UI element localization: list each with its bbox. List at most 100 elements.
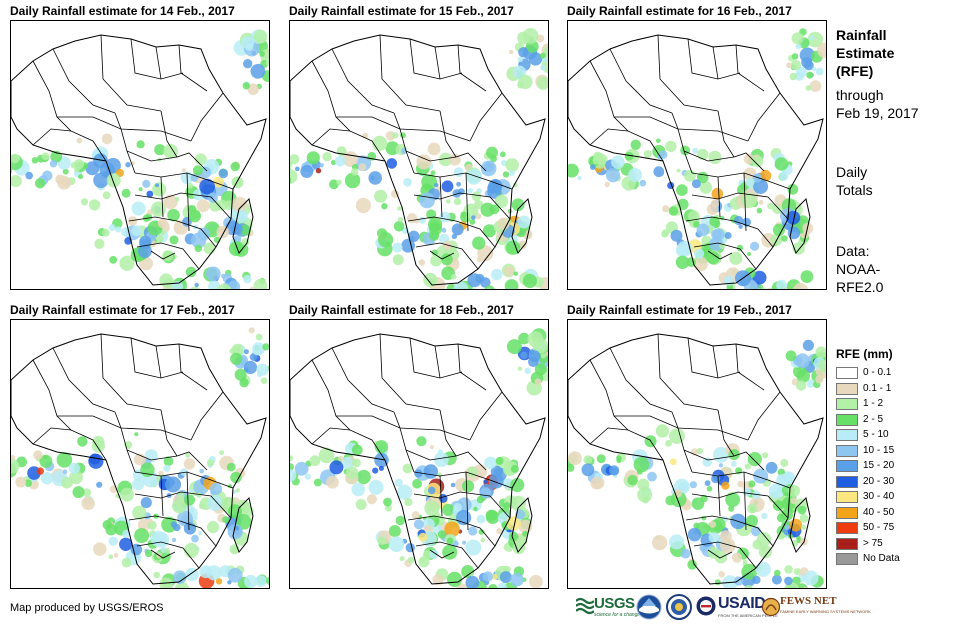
legend-swatch bbox=[836, 522, 858, 534]
rainfall-blob bbox=[539, 52, 546, 59]
rainfall-blob bbox=[472, 236, 486, 250]
rainfall-blob bbox=[745, 177, 755, 187]
rainfall-blob bbox=[239, 224, 251, 236]
country-border bbox=[671, 112, 693, 174]
rainfall-blob bbox=[318, 447, 335, 464]
rainfall-blob bbox=[444, 521, 460, 538]
rainfall-blob bbox=[215, 578, 223, 585]
rainfall-blob bbox=[216, 199, 228, 211]
rainfall-field bbox=[568, 28, 826, 289]
rainfall-blob bbox=[507, 209, 513, 214]
rainfall-blob bbox=[216, 225, 229, 239]
rainfall-blob bbox=[131, 201, 146, 216]
rainfall-blob bbox=[697, 171, 709, 184]
rainfall-blob bbox=[508, 49, 514, 55]
rainfall-blob bbox=[647, 471, 657, 482]
rainfall-blob bbox=[326, 475, 339, 489]
rainfall-blob bbox=[169, 235, 179, 245]
rainfall-blob bbox=[138, 244, 152, 259]
rainfall-blob bbox=[351, 482, 366, 497]
rainfall-blob bbox=[724, 232, 732, 239]
rainfall-blob bbox=[510, 478, 525, 492]
rainfall-blob bbox=[628, 168, 643, 182]
country-border bbox=[311, 60, 351, 132]
rainfall-blob bbox=[121, 557, 132, 568]
rainfall-blob bbox=[815, 67, 824, 76]
rainfall-blob bbox=[669, 534, 685, 550]
legend-swatch bbox=[836, 491, 858, 503]
rainfall-blob bbox=[344, 172, 361, 189]
country-border bbox=[311, 427, 386, 461]
rainfall-map-panel-5: Daily Rainfall estimate for 18 Feb., 201… bbox=[289, 303, 549, 593]
rainfall-blob bbox=[385, 141, 400, 156]
rainfall-blob bbox=[661, 229, 670, 237]
rainfall-blob bbox=[752, 575, 761, 585]
panel-title: Daily Rainfall estimate for 18 Feb., 201… bbox=[289, 303, 514, 317]
rainfall-blob bbox=[108, 554, 113, 560]
rainfall-blob bbox=[386, 158, 398, 169]
rainfall-blob bbox=[242, 82, 250, 90]
rainfall-blob bbox=[423, 464, 438, 479]
rainfall-blob bbox=[451, 274, 457, 280]
country-border bbox=[379, 333, 441, 411]
rainfall-blob bbox=[43, 454, 48, 460]
rainfall-blob bbox=[184, 494, 196, 506]
country-border bbox=[32, 128, 107, 162]
fews-net-logo: FEWS NET FAMINE EARLY WARNING SYSTEMS NE… bbox=[762, 593, 871, 623]
rainfall-blob bbox=[228, 241, 244, 257]
rainfall-blob bbox=[536, 76, 548, 90]
rainfall-blob bbox=[670, 491, 687, 508]
country-border bbox=[409, 38, 463, 80]
rainfall-blob bbox=[418, 216, 426, 224]
rainfall-blob bbox=[655, 424, 670, 438]
rainfall-blob bbox=[450, 482, 456, 488]
country-border bbox=[415, 541, 479, 569]
rainfall-blob bbox=[265, 60, 269, 66]
legend-swatch bbox=[836, 398, 858, 410]
rainfall-blob bbox=[805, 85, 812, 91]
rainfall-blob bbox=[355, 499, 367, 510]
rainfall-blob bbox=[722, 575, 738, 588]
rainfall-blob bbox=[675, 243, 690, 258]
through-label: through bbox=[836, 87, 884, 103]
legend-item: No Data bbox=[836, 552, 966, 568]
madagascar-coastline bbox=[511, 198, 533, 254]
product-title-line: (RFE) bbox=[836, 63, 874, 79]
rainfall-blob bbox=[345, 466, 359, 480]
rainfall-blob bbox=[718, 571, 725, 578]
rainfall-blob bbox=[423, 272, 438, 288]
rainfall-blob bbox=[315, 168, 322, 174]
legend-item: 5 - 10 bbox=[836, 428, 966, 444]
rainfall-blob bbox=[520, 351, 528, 359]
rainfall-blob bbox=[230, 352, 243, 365]
rainfall-blob bbox=[77, 436, 88, 447]
rainfall-blob bbox=[101, 133, 113, 145]
rainfall-blob bbox=[199, 565, 213, 579]
rainfall-blob bbox=[453, 167, 464, 178]
rainfall-blob bbox=[522, 530, 529, 537]
rainfall-blob bbox=[352, 458, 361, 468]
rainfall-blob bbox=[524, 367, 531, 375]
rainfall-blob bbox=[442, 503, 455, 517]
rainfall-blob bbox=[131, 225, 143, 237]
rainfall-blob bbox=[540, 353, 546, 359]
rainfall-blob bbox=[374, 452, 389, 468]
rainfall-blob bbox=[434, 452, 449, 467]
rainfall-blob bbox=[119, 255, 135, 271]
madagascar-coastline bbox=[789, 198, 811, 254]
data-source-line: RFE2.0 bbox=[836, 279, 884, 295]
rainfall-blob bbox=[480, 160, 497, 177]
panel-title: Daily Rainfall estimate for 19 Feb., 201… bbox=[567, 303, 792, 317]
rainfall-blob bbox=[385, 504, 392, 512]
country-border bbox=[150, 250, 176, 260]
rainfall-blob bbox=[731, 552, 743, 563]
rainfall-blob bbox=[694, 248, 705, 259]
rainfall-blob bbox=[803, 586, 807, 588]
rainfall-blob bbox=[796, 583, 808, 588]
rainfall-blob bbox=[801, 524, 807, 530]
rainfall-field bbox=[290, 328, 548, 588]
country-border bbox=[32, 427, 107, 461]
rainfall-blob bbox=[176, 491, 185, 500]
rainfall-blob bbox=[675, 255, 690, 269]
rainfall-blob bbox=[662, 205, 670, 213]
